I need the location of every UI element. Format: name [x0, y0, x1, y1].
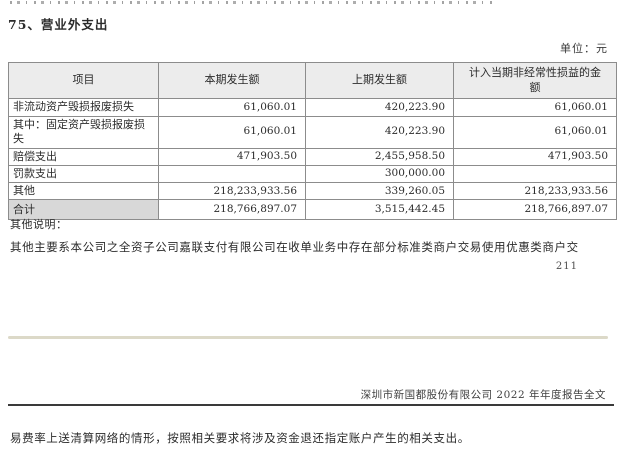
table-row: 罚款支出 300,000.00 [8, 164, 617, 184]
header-current-period: 本期发生额 [158, 62, 306, 99]
continuation-paragraph: 易费率上送清算网络的情形，按照相关要求将涉及资金退还指定账户产生的相关支出。 [10, 431, 470, 445]
page-break-divider [8, 336, 608, 339]
item-cell: 其他 [8, 182, 159, 201]
other-notes-label: 其他说明： [10, 218, 68, 231]
table-row: 其中：固定资产毁损报废损失 61,060.01 420,223.90 61,06… [8, 116, 617, 149]
value-cell: 61,060.01 [453, 98, 617, 117]
table-row: 其他 218,233,933.56 339,260.05 218,233,933… [8, 182, 617, 201]
table-row: 赔偿支出 471,903.50 2,455,958.50 471,903.50 [8, 147, 617, 166]
value-cell [158, 164, 306, 184]
value-cell: 218,233,933.56 [158, 182, 306, 201]
value-cell: 61,060.01 [158, 116, 306, 149]
header-non-recurring: 计入当期非经常性损益的金额 [453, 62, 617, 99]
clipped-text-top [10, 1, 496, 4]
header-prior-period: 上期发生额 [305, 62, 454, 99]
item-label: 其中：固定资产毁损报废损失 [13, 118, 145, 146]
header-non-recurring-label: 计入当期非经常性损益的金额 [469, 66, 601, 94]
report-header-next-page: 深圳市新国都股份有限公司 2022 年年度报告全文 [360, 389, 606, 401]
value-cell: 218,233,933.56 [453, 182, 617, 201]
header-item: 项目 [8, 62, 159, 99]
item-cell: 罚款支出 [8, 164, 159, 184]
table-header-row: 项目 本期发生额 上期发生额 计入当期非经常性损益的金额 [8, 62, 617, 99]
note-paragraph: 其他主要系本公司之全资子公司嘉联支付有限公司在收单业务中存在部分标准类商户交易使… [10, 240, 579, 254]
value-cell: 471,903.50 [158, 147, 306, 166]
item-cell: 非流动资产毁损报废损失 [8, 98, 159, 117]
value-cell: 471,903.50 [453, 147, 617, 166]
value-cell: 420,223.90 [305, 116, 454, 149]
value-cell: 3,515,442.45 [305, 199, 454, 221]
value-cell: 61,060.01 [158, 98, 306, 117]
value-cell: 420,223.90 [305, 98, 454, 117]
value-cell: 61,060.01 [453, 116, 617, 149]
value-cell: 218,766,897.07 [158, 199, 306, 221]
item-cell: 其中：固定资产毁损报废损失 [8, 116, 159, 149]
item-cell: 赔偿支出 [8, 147, 159, 166]
header-rule [8, 404, 614, 406]
section-title: 75、营业外支出 [8, 17, 109, 32]
value-cell [453, 164, 617, 184]
unit-label: 单位：元 [560, 42, 608, 55]
non-operating-expenses-table: 项目 本期发生额 上期发生额 计入当期非经常性损益的金额 非流动资产毁损报废损失… [8, 62, 617, 221]
value-cell: 300,000.00 [305, 164, 454, 184]
value-cell: 218,766,897.07 [453, 199, 617, 221]
page-number: 211 [555, 261, 578, 272]
value-cell: 339,260.05 [305, 182, 454, 201]
value-cell: 2,455,958.50 [305, 147, 454, 166]
total-label-cell: 合计 [8, 199, 159, 221]
table-row: 非流动资产毁损报废损失 61,060.01 420,223.90 61,060.… [8, 98, 617, 117]
table-total-row: 合计 218,766,897.07 3,515,442.45 218,766,8… [8, 199, 617, 221]
